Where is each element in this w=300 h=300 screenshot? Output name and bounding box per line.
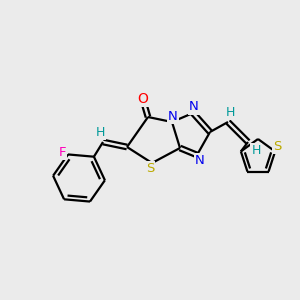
- Text: H: H: [225, 106, 235, 118]
- Text: S: S: [273, 140, 281, 153]
- Text: F: F: [58, 146, 66, 159]
- Text: N: N: [195, 154, 205, 167]
- Text: O: O: [138, 92, 148, 106]
- Text: S: S: [146, 163, 154, 176]
- Text: N: N: [189, 100, 199, 113]
- Text: N: N: [168, 110, 178, 122]
- Text: H: H: [251, 143, 261, 157]
- Text: H: H: [95, 125, 105, 139]
